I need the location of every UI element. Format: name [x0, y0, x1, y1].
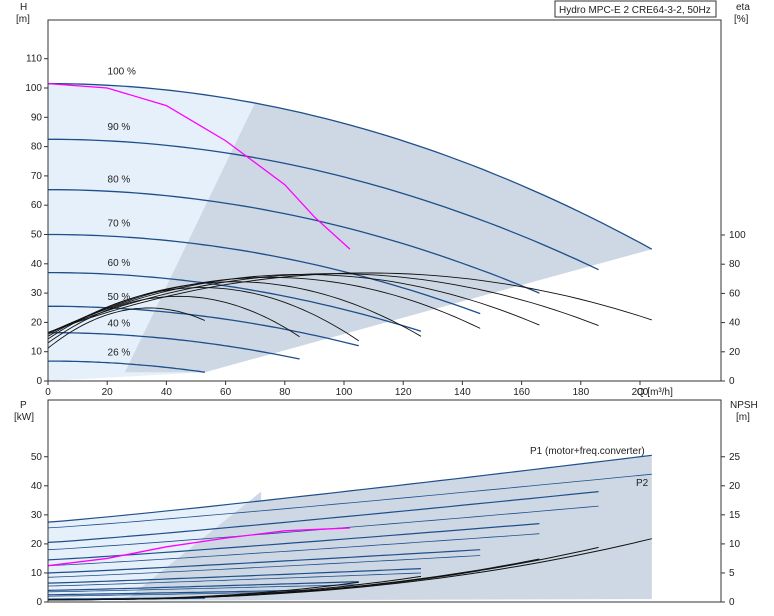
y-tick-label: 110: [26, 54, 42, 65]
y-tick-label: 90: [31, 112, 43, 123]
chart-title: Hydro MPC-E 2 CRE64-3-2, 50Hz: [559, 5, 711, 16]
p-tick-label: 50: [31, 452, 43, 463]
p1-curve-100: [47, 454, 652, 523]
npsh-axis-label: NPSH: [730, 400, 758, 411]
y-tick-label: 0: [36, 376, 42, 387]
speed-label-1: 90 %: [108, 122, 131, 133]
p-tick-label: 40: [31, 481, 43, 492]
p2-curve-70: [47, 555, 481, 578]
p2-curve-100: [47, 473, 652, 529]
p-tick-label: 30: [31, 510, 43, 521]
speed-label-4: 60 %: [108, 258, 131, 269]
npsh-curve-5: [48, 581, 359, 601]
x-tick-label: 60: [220, 387, 232, 398]
y-axis-unit: [m]: [16, 14, 30, 25]
efficiency-curve-50: [47, 287, 360, 342]
npsh-axis-unit: [m]: [736, 412, 750, 423]
y2-tick-label: 20: [729, 347, 741, 358]
p1-series-label: P1 (motor+freq.converter): [530, 446, 645, 457]
y2-tick-label: 0: [729, 376, 735, 387]
system-curve: [47, 82, 351, 250]
efficiency-curve-26: [47, 307, 206, 349]
p-tick-label: 10: [31, 568, 43, 579]
npsh-tick-label: 25: [729, 452, 741, 463]
p2-curve-80: [47, 533, 540, 567]
p1-curve-50: [47, 581, 359, 591]
y2-tick-label: 80: [729, 259, 741, 270]
p2-series-label: P2: [636, 478, 649, 489]
x-tick-label: 40: [161, 387, 173, 398]
x-tick-label: 0: [45, 387, 51, 398]
bottom-plot-frame: [47, 399, 722, 603]
efficiency-curve-70: [47, 276, 481, 335]
operating-range-area: [124, 102, 652, 373]
y-tick-label: 70: [31, 171, 43, 182]
p-axis-label: P: [20, 400, 27, 411]
y-tick-label: 100: [25, 83, 42, 94]
system-power-curve: [47, 527, 350, 567]
head-curve-60: [48, 271, 422, 332]
x-tick-label: 140: [454, 387, 471, 398]
npsh-tick-label: 5: [729, 568, 735, 579]
head-curve-80: [48, 189, 540, 294]
p2-curve-60: [47, 572, 422, 587]
x-tick-label: 160: [513, 387, 530, 398]
p1-curve-80: [47, 523, 540, 561]
y-tick-label: 20: [31, 317, 43, 328]
head-curve-90: [48, 138, 599, 271]
npsh-tick-label: 0: [729, 597, 735, 608]
speed-label-2: 80 %: [108, 175, 131, 186]
p1-curve-40: [48, 589, 300, 596]
p1-curve-90: [47, 491, 599, 543]
p2-curve-50: [47, 584, 359, 593]
x-tick-label: 100: [336, 387, 353, 398]
p1-curve-60: [47, 568, 422, 584]
p-tick-label: 20: [31, 539, 43, 550]
p-axis-unit: [kW]: [14, 412, 34, 423]
head-curve-70: [48, 233, 481, 315]
y2-tick-label: 60: [729, 288, 741, 299]
y-tick-label: 60: [31, 200, 43, 211]
efficiency-curve-80: [47, 273, 540, 334]
head-curve-40: [48, 332, 300, 360]
y2-tick-label: 100: [729, 230, 746, 241]
p-tick-label: 0: [36, 597, 42, 608]
y2-axis-unit: [%]: [734, 14, 749, 25]
y-tick-label: 50: [31, 230, 43, 241]
y2-tick-label: 40: [729, 318, 741, 329]
x-tick-label: 20: [102, 387, 114, 398]
speed-label-6: 40 %: [108, 318, 131, 329]
y-tick-label: 80: [31, 142, 43, 153]
npsh-tick-label: 10: [729, 539, 741, 550]
x-tick-label: 120: [395, 387, 412, 398]
y-tick-label: 40: [31, 259, 43, 270]
npsh-tick-label: 20: [729, 481, 741, 492]
head-curve-100: [47, 82, 653, 250]
x-tick-label: 200: [632, 387, 649, 398]
speed-label-7: 26 %: [108, 348, 131, 359]
head-curve-50: [48, 305, 359, 347]
x-axis-label: Q [m³/h]: [637, 387, 673, 398]
y2-axis-label: eta: [736, 2, 750, 13]
speed-label-0: 100 %: [108, 66, 136, 77]
p1-curve-70: [47, 549, 481, 574]
head-curve-26: [48, 360, 205, 373]
y-tick-label: 30: [31, 288, 43, 299]
x-tick-label: 180: [572, 387, 589, 398]
efficiency-curve-100: [47, 272, 652, 333]
x-tick-label: 80: [279, 387, 291, 398]
y-tick-label: 10: [31, 347, 43, 358]
speed-label-5: 50 %: [108, 292, 131, 303]
efficiency-curve-40: [47, 295, 300, 344]
speed-label-3: 70 %: [108, 219, 131, 230]
y-axis-label: H: [20, 2, 27, 13]
title-box: [554, 0, 717, 18]
power-range-area: [124, 455, 652, 601]
npsh-tick-label: 15: [729, 510, 741, 521]
top-plot-frame: [47, 19, 722, 382]
